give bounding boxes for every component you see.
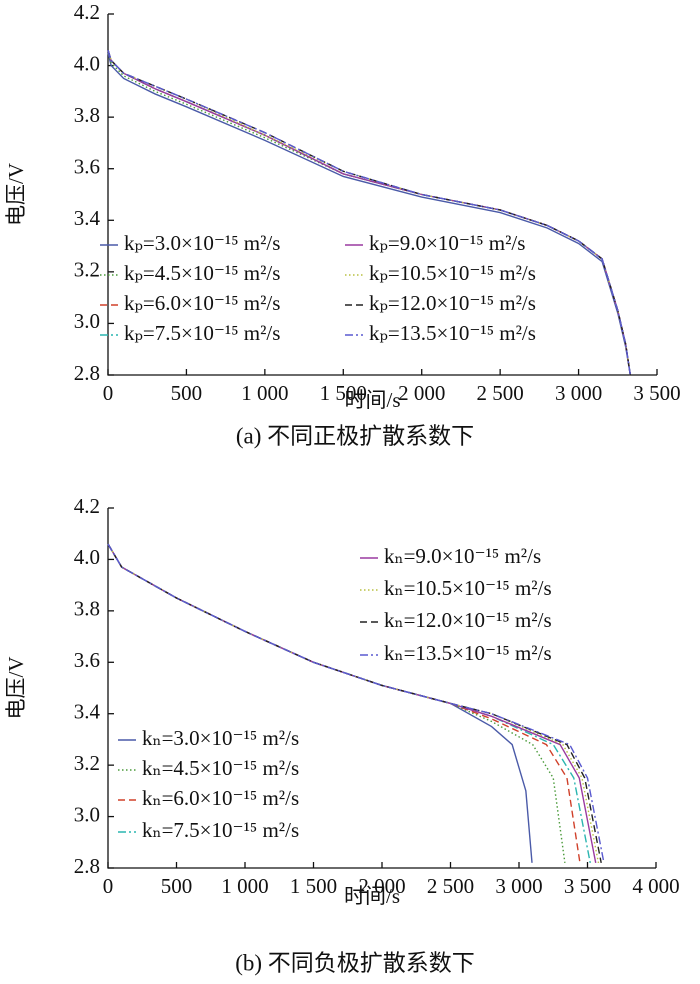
legend-label: kₙ=9.0×10⁻¹⁵ m²/s bbox=[384, 544, 541, 568]
x-tick-label: 3 500 bbox=[633, 381, 680, 405]
y-tick-label: 3.2 bbox=[74, 258, 100, 282]
y-tick-label: 3.6 bbox=[74, 155, 100, 179]
series-line bbox=[107, 49, 632, 376]
series-line bbox=[107, 543, 605, 863]
legend-label: kₚ=9.0×10⁻¹⁵ m²/s bbox=[369, 231, 525, 255]
x-tick-label: 2 500 bbox=[477, 381, 524, 405]
legend-label: kₙ=12.0×10⁻¹⁵ m²/s bbox=[384, 608, 552, 632]
y-tick-label: 3.4 bbox=[74, 700, 101, 724]
legend-label: kₚ=12.0×10⁻¹⁵ m²/s bbox=[369, 291, 536, 315]
x-tick-label: 2 000 bbox=[398, 381, 445, 405]
y-tick-label: 4.0 bbox=[74, 51, 100, 75]
x-tick-label: 1 500 bbox=[290, 874, 337, 898]
x-tick-label: 0 bbox=[103, 874, 114, 898]
x-tick-label: 3 000 bbox=[555, 381, 602, 405]
legend-label: kₙ=3.0×10⁻¹⁵ m²/s bbox=[142, 726, 299, 750]
x-tick-label: 1 500 bbox=[320, 381, 367, 405]
legend-label: kₙ=13.5×10⁻¹⁵ m²/s bbox=[384, 641, 552, 665]
y-tick-label: 2.8 bbox=[74, 361, 100, 385]
y-tick-label: 4.2 bbox=[74, 494, 100, 518]
y-tick-label: 3.6 bbox=[74, 648, 100, 672]
y-tick-label: 3.4 bbox=[74, 206, 101, 230]
caption: (a) 不同正极扩散系数下 bbox=[236, 423, 474, 448]
series-line bbox=[107, 52, 632, 376]
x-tick-label: 3 500 bbox=[564, 874, 611, 898]
x-tick-label: 4 000 bbox=[632, 874, 679, 898]
x-tick-label: 2 000 bbox=[358, 874, 405, 898]
legend-label: kₙ=7.5×10⁻¹⁵ m²/s bbox=[142, 818, 299, 842]
y-tick-label: 3.8 bbox=[74, 103, 100, 127]
legend-label: kₚ=3.0×10⁻¹⁵ m²/s bbox=[124, 231, 280, 255]
y-tick-label: 2.8 bbox=[74, 854, 100, 878]
x-tick-label: 1 000 bbox=[241, 381, 288, 405]
x-tick-label: 500 bbox=[171, 381, 203, 405]
x-tick-label: 1 000 bbox=[221, 874, 268, 898]
y-axis-label: 电压/V bbox=[4, 657, 28, 720]
legend-label: kₚ=7.5×10⁻¹⁵ m²/s bbox=[124, 321, 280, 345]
legend-label: kₚ=4.5×10⁻¹⁵ m²/s bbox=[124, 261, 280, 285]
caption: (b) 不同负极扩散系数下 bbox=[235, 950, 475, 975]
legend-label: kₙ=6.0×10⁻¹⁵ m²/s bbox=[142, 786, 299, 810]
x-axis-label: 时间/s bbox=[344, 884, 400, 908]
legend-label: kₚ=13.5×10⁻¹⁵ m²/s bbox=[369, 321, 536, 345]
x-tick-label: 500 bbox=[161, 874, 193, 898]
legend-label: kₚ=6.0×10⁻¹⁵ m²/s bbox=[124, 291, 280, 315]
axes bbox=[107, 508, 656, 869]
y-tick-label: 3.8 bbox=[74, 597, 100, 621]
y-tick-label: 3.0 bbox=[74, 309, 100, 333]
x-tick-label: 0 bbox=[103, 381, 114, 405]
y-tick-label: 4.2 bbox=[74, 0, 100, 24]
x-tick-label: 3 000 bbox=[495, 874, 542, 898]
y-axis-label: 电压/V bbox=[4, 163, 28, 226]
legend-label: kₚ=10.5×10⁻¹⁵ m²/s bbox=[369, 261, 536, 285]
legend-label: kₙ=10.5×10⁻¹⁵ m²/s bbox=[384, 576, 552, 600]
x-tick-label: 2 500 bbox=[427, 874, 474, 898]
y-tick-label: 3.2 bbox=[74, 751, 100, 775]
y-tick-label: 4.0 bbox=[74, 545, 100, 569]
x-axis-label: 时间/s bbox=[344, 388, 400, 412]
y-tick-label: 3.0 bbox=[74, 802, 100, 826]
legend-label: kₙ=4.5×10⁻¹⁵ m²/s bbox=[142, 756, 299, 780]
